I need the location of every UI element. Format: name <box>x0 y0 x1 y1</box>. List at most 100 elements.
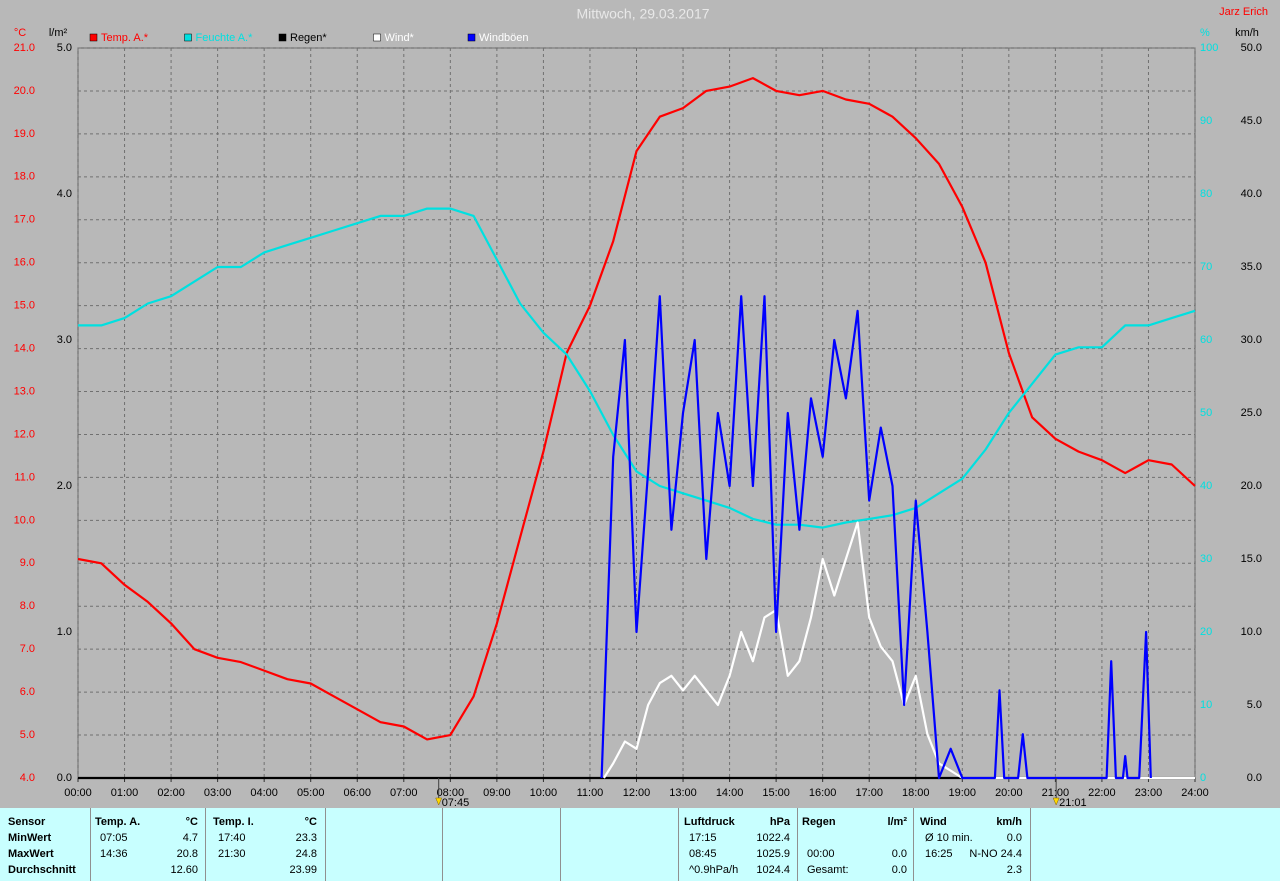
cell-value: 23.99 <box>289 864 317 876</box>
group-unit: °C <box>304 816 317 828</box>
x-tick-label: 20:00 <box>995 787 1023 799</box>
row-label: Durchschnitt <box>8 864 76 876</box>
axis-title: °C <box>14 27 26 39</box>
column-separator <box>678 808 679 881</box>
x-tick-label: 11:00 <box>577 787 604 799</box>
column-separator <box>325 808 326 881</box>
column-separator <box>442 808 443 881</box>
y-tick-label: 1.0 <box>57 626 72 638</box>
cell-label: 07:05 <box>100 832 128 844</box>
axis-title: km/h <box>1235 27 1259 39</box>
annotation-label: 21:01 <box>1059 797 1087 808</box>
y-tick-label: 20 <box>1200 626 1212 638</box>
x-tick-label: 15:00 <box>762 787 790 799</box>
y-tick-label: 90 <box>1200 115 1212 127</box>
cell-value: 12.60 <box>170 864 198 876</box>
y-tick-label: 4.0 <box>57 188 72 200</box>
cell-value: 0.0 <box>1006 832 1022 844</box>
x-tick-label: 19:00 <box>949 787 977 799</box>
column-separator <box>913 808 914 881</box>
x-tick-label: 03:00 <box>204 787 232 799</box>
cell-value: 0.0 <box>891 864 907 876</box>
x-tick-label: 22:00 <box>1088 787 1116 799</box>
group-unit: l/m² <box>887 816 907 828</box>
y-tick-label: 5.0 <box>20 729 35 741</box>
group-header: Wind <box>920 816 947 828</box>
y-tick-label: 15.0 <box>14 300 35 312</box>
cell-label: 17:15 <box>689 832 717 844</box>
legend-swatch <box>184 33 192 42</box>
x-tick-label: 01:00 <box>111 787 139 799</box>
x-tick-label: 24:00 <box>1181 787 1209 799</box>
y-tick-label: 35.0 <box>1241 261 1262 273</box>
cell-value: 1025.9 <box>756 848 790 860</box>
legend-label: Temp. A.* <box>101 32 149 44</box>
y-tick-label: 16.0 <box>14 257 35 269</box>
cell-label: 21:30 <box>218 848 246 860</box>
y-tick-label: 15.0 <box>1241 553 1262 565</box>
y-tick-label: 3.0 <box>57 334 72 346</box>
cell-label: Gesamt: <box>807 864 849 876</box>
y-tick-label: 21.0 <box>14 42 35 54</box>
y-tick-label: 40 <box>1200 480 1212 492</box>
y-tick-label: 30 <box>1200 553 1212 565</box>
y-tick-label: 0.0 <box>1247 772 1262 784</box>
cell-value: N-NO 24.4 <box>969 848 1022 860</box>
cell-value: 24.8 <box>295 848 317 860</box>
legend-label: Wind* <box>385 32 415 44</box>
y-tick-label: 18.0 <box>14 171 35 183</box>
x-tick-label: 13:00 <box>669 787 697 799</box>
y-tick-label: 30.0 <box>1241 334 1262 346</box>
chart-title: Mittwoch, 29.03.2017 <box>576 6 709 22</box>
cell-value: 0.0 <box>891 848 907 860</box>
legend-label: Regen* <box>290 32 327 44</box>
column-separator <box>205 808 206 881</box>
x-tick-label: 05:00 <box>297 787 325 799</box>
x-tick-label: 16:00 <box>809 787 837 799</box>
y-tick-label: 17.0 <box>14 214 35 226</box>
x-tick-label: 08:00 <box>437 787 465 799</box>
group-unit: hPa <box>769 816 790 828</box>
x-tick-label: 10:00 <box>530 787 558 799</box>
y-tick-label: 60 <box>1200 334 1212 346</box>
group-header: Temp. A. <box>95 816 141 828</box>
x-tick-label: 14:00 <box>716 787 744 799</box>
group-header: Regen <box>802 816 836 828</box>
y-tick-label: 12.0 <box>14 428 35 440</box>
y-tick-label: 0.0 <box>57 772 72 784</box>
x-tick-label: 12:00 <box>623 787 651 799</box>
y-tick-label: 11.0 <box>14 471 35 483</box>
x-tick-label: 07:00 <box>390 787 418 799</box>
annotation-marker <box>435 797 443 806</box>
cell-value: 1022.4 <box>756 832 790 844</box>
chart: Mittwoch, 29.03.2017 Jarz Erich 00:00 01:… <box>14 6 1268 808</box>
series-line <box>600 295 1152 780</box>
annotation-marker <box>1052 797 1060 806</box>
x-tick-label: 09:00 <box>483 787 511 799</box>
x-tick-label: 04:00 <box>250 787 278 799</box>
y-tick-label: 45.0 <box>1241 115 1262 127</box>
series-line <box>602 521 1195 780</box>
cell-label: ^0.9hPa/h <box>689 864 739 876</box>
y-tick-label: 5.0 <box>57 42 72 54</box>
cell-label: 14:36 <box>100 848 128 860</box>
series-line <box>78 207 1196 529</box>
axis-title: % <box>1200 27 1210 39</box>
y-tick-label: 10 <box>1200 699 1212 711</box>
legend-swatch <box>373 33 381 42</box>
y-tick-label: 10.0 <box>14 514 35 526</box>
x-tick-label: 06:00 <box>343 787 371 799</box>
y-tick-label: 50 <box>1200 407 1212 419</box>
y-tick-label: 0 <box>1200 772 1206 784</box>
cell-value: 20.8 <box>176 848 198 860</box>
column-separator <box>560 808 561 881</box>
y-tick-label: 19.0 <box>14 128 35 140</box>
cell-value: 2.3 <box>1006 864 1022 876</box>
y-tick-label: 13.0 <box>14 385 35 397</box>
y-tick-label: 5.0 <box>1247 699 1262 711</box>
y-tick-label: 14.0 <box>14 342 35 354</box>
y-tick-label: 2.0 <box>57 480 72 492</box>
y-tick-label: 9.0 <box>20 557 35 569</box>
cell-value: 23.3 <box>295 832 317 844</box>
